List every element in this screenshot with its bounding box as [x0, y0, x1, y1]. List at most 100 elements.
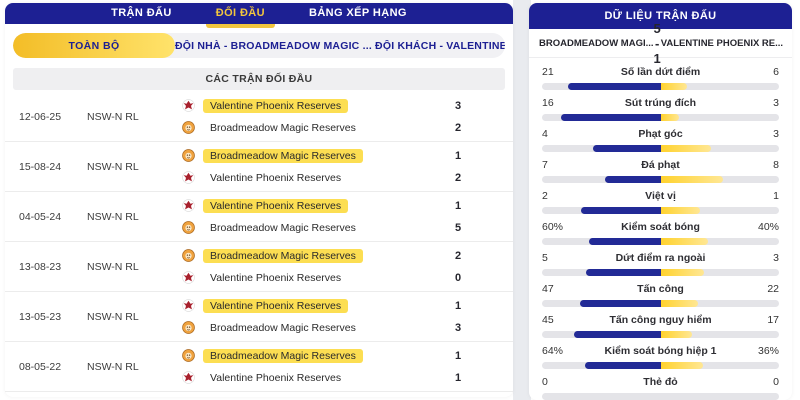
stat-away-value: 3 [773, 96, 779, 109]
stat-bar-away-segment [660, 83, 687, 90]
stat-values: 47 Tấn công 22 [542, 280, 779, 297]
stat-label: Số lần dứt điểm [620, 65, 701, 78]
match-row[interactable]: 08-05-22 NSW-N RL Broadmeadow Magic Reserv… [5, 342, 513, 392]
stat-label: Tấn công [637, 282, 684, 295]
stat-label: Kiểm soát bóng hiệp 1 [604, 344, 717, 357]
match-date: 13-08-23 [19, 260, 62, 273]
stat-values: 7 Đá phạt 8 [542, 156, 779, 173]
stat-away-value: 3 [773, 127, 779, 140]
team-name: Valentine Phoenix Reserves [203, 98, 349, 113]
filter-teams-label[interactable]: ĐỘI NHÀ - BROADMEADOW MAGIC ... ĐỘI KHÁC… [175, 39, 505, 52]
stat-row: 16 Sút trúng đích 3 [529, 94, 792, 125]
stat-label: Phạt góc [638, 127, 683, 140]
stat-values: 45 Tấn công nguy hiểm 17 [542, 311, 779, 328]
stat-away-value: 0 [773, 375, 779, 388]
team-score: 3 [455, 99, 462, 112]
stat-home-value: 7 [542, 158, 548, 171]
match-league: NSW-N RL [87, 110, 139, 123]
stat-away-value: 17 [767, 313, 779, 326]
valentine-phoenix-logo-icon [182, 199, 195, 212]
team-line: Broadmeadow Magic Reserves [182, 219, 443, 237]
match-teams: Valentine Phoenix Reserves Broadmeadow Ma… [182, 297, 443, 337]
stat-row: 45 Tấn công nguy hiểm 17 [529, 311, 792, 342]
stat-bar-away-segment [660, 114, 680, 121]
match-list: 12-06-25 NSW-N RL Valentine Phoenix Reserv… [5, 92, 513, 392]
stat-away-value: 8 [773, 158, 779, 171]
team-score: 2 [455, 249, 462, 262]
team-name: Valentine Phoenix Reserves [210, 271, 342, 284]
tab-matches[interactable]: TRẬN ĐẤU [111, 7, 172, 19]
team-score: 3 [455, 321, 462, 334]
team-line: Broadmeadow Magic Reserves [182, 247, 443, 265]
stat-row: 21 Số lần dứt điểm 6 [529, 63, 792, 94]
stat-label: Đá phạt [641, 158, 680, 171]
team-name: Valentine Phoenix Reserves [210, 171, 342, 184]
team-name: Broadmeadow Magic Reserves [203, 348, 363, 363]
broadmeadow-magic-logo-icon [182, 321, 195, 334]
team-score: 2 [455, 171, 462, 184]
stat-values: 64% Kiểm soát bóng hiệp 1 36% [542, 342, 779, 359]
match-teams: Broadmeadow Magic Reserves Valentine Phoe… [182, 247, 443, 287]
stat-bar-away-segment [660, 331, 693, 338]
valentine-phoenix-logo-icon [182, 99, 195, 112]
broadmeadow-magic-logo-icon [182, 349, 195, 362]
team-line: Valentine Phoenix Reserves [182, 269, 443, 287]
stat-row: 47 Tấn công 22 [529, 280, 792, 311]
stat-home-value: 45 [542, 313, 554, 326]
stat-label: Sút trúng đích [624, 96, 697, 109]
stat-bar-away-segment [660, 362, 704, 369]
stat-bar-home-segment [581, 207, 661, 214]
match-row[interactable]: 13-05-23 NSW-N RL Valentine Phoenix Reserv… [5, 292, 513, 342]
stat-bar [542, 362, 779, 369]
match-row[interactable]: 04-05-24 NSW-N RL Valentine Phoenix Reserv… [5, 192, 513, 242]
match-row[interactable]: 13-08-23 NSW-N RL Broadmeadow Magic Reserv… [5, 242, 513, 292]
team-line: Broadmeadow Magic Reserves [182, 347, 443, 365]
team-score: 1 [455, 371, 462, 384]
stat-bar [542, 83, 779, 90]
valentine-phoenix-logo-icon [182, 299, 195, 312]
stat-bar-home-segment [560, 114, 661, 121]
team-name: Broadmeadow Magic Reserves [210, 121, 356, 134]
team-line: Valentine Phoenix Reserves [182, 369, 443, 387]
stat-bar-home-segment [585, 269, 661, 276]
match-data-panel: DỮ LIỆU TRẬN ĐẤU BROADMEADOW MAGI... 5 -… [529, 3, 792, 400]
away-team-name: VALENTINE PHOENIX RE... [660, 37, 784, 49]
match-row[interactable]: 12-06-25 NSW-N RL Valentine Phoenix Reserv… [5, 92, 513, 142]
match-date: 04-05-24 [19, 210, 62, 223]
match-league: NSW-N RL [87, 210, 139, 223]
team-name: Valentine Phoenix Reserves [210, 371, 342, 384]
team-score: 2 [455, 121, 462, 134]
team-line: Broadmeadow Magic Reserves [182, 147, 443, 165]
match-teams: Broadmeadow Magic Reserves Valentine Phoe… [182, 347, 443, 387]
match-data-title: DỮ LIỆU TRẬN ĐẤU [529, 3, 792, 29]
stat-bar-home-segment [579, 300, 661, 307]
stat-bar [542, 238, 779, 245]
team-name: Valentine Phoenix Reserves [203, 198, 349, 213]
broadmeadow-magic-logo-icon [182, 121, 195, 134]
tab-head-to-head[interactable]: ĐỐI ĐẦU [196, 3, 285, 28]
stat-values: 2 Việt vị 1 [542, 187, 779, 204]
stat-bar-home-segment [592, 145, 661, 152]
stat-values: 21 Số lần dứt điểm 6 [542, 63, 779, 80]
match-row[interactable]: 15-08-24 NSW-N RL Broadmeadow Magic Reserv… [5, 142, 513, 192]
stat-home-value: 4 [542, 127, 548, 140]
stat-home-value: 47 [542, 282, 554, 295]
broadmeadow-magic-logo-icon [182, 249, 195, 262]
team-line: Valentine Phoenix Reserves [182, 197, 443, 215]
team-line: Valentine Phoenix Reserves [182, 97, 443, 115]
team-score: 1 [455, 299, 462, 312]
match-league: NSW-N RL [87, 310, 139, 323]
stat-home-value: 60% [542, 220, 564, 233]
stat-home-value: 5 [542, 251, 548, 264]
stat-row: 5 Dứt điểm ra ngoài 3 [529, 249, 792, 280]
stat-home-value: 16 [542, 96, 554, 109]
stat-home-value: 21 [542, 65, 554, 78]
stat-label: Kiểm soát bóng [621, 220, 700, 233]
tab-standings[interactable]: BẢNG XẾP HẠNG [308, 7, 407, 19]
match-league: NSW-N RL [87, 260, 139, 273]
filter-all-button[interactable]: TOÀN BỘ [13, 33, 175, 58]
